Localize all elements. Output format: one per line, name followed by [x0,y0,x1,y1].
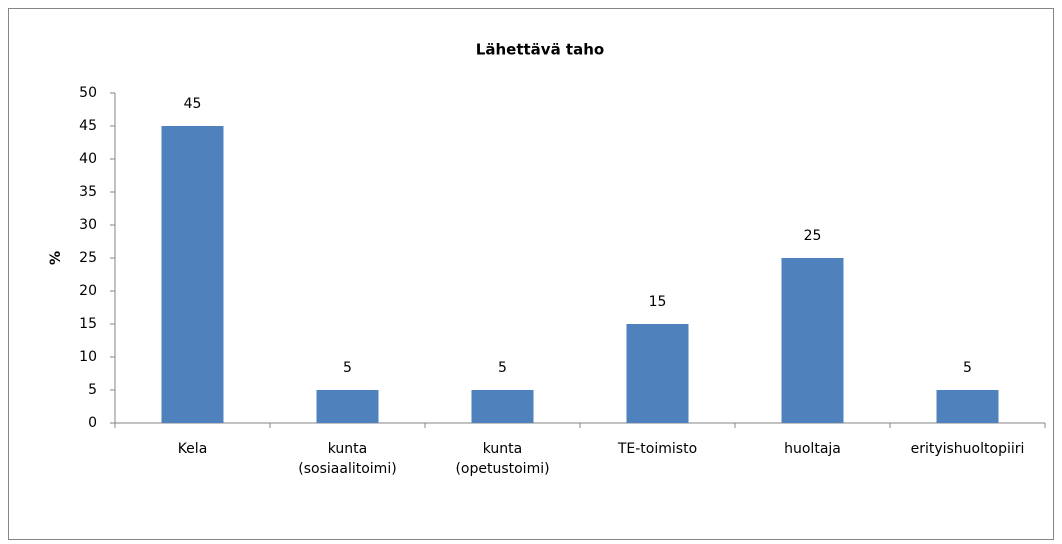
y-tick-label: 35 [79,184,97,200]
y-tick-label: 25 [79,250,97,266]
x-tick-label: Kela [177,441,208,457]
y-tick-label: 20 [79,283,97,299]
data-label: 15 [649,294,667,310]
x-tick-label: kunta (sosiaalitoimi) [298,441,397,477]
x-tick-label: erityishuoltopiiri [910,441,1025,457]
y-tick-label: 0 [88,415,97,431]
x-tick-label: TE-toimisto [617,441,698,457]
y-tick-label: 50 [79,85,97,101]
y-tick-label: 15 [79,316,97,332]
y-tick-label: 45 [79,118,97,134]
bar [161,126,224,423]
chart-title: Lähettävä taho [476,41,604,59]
y-tick-label: 30 [79,217,97,233]
y-tick-label: 5 [88,382,97,398]
y-tick-label: 10 [79,349,97,365]
data-label: 5 [343,360,352,376]
y-axis-label: % [48,251,64,265]
bar [781,258,844,423]
data-label: 25 [804,228,822,244]
bar [316,390,379,423]
data-label: 5 [498,360,507,376]
bar [936,390,999,423]
bar [626,324,689,423]
bar [471,390,534,423]
y-tick-label: 40 [79,151,97,167]
data-label: 5 [963,360,972,376]
x-tick-label: kunta (opetustoimi) [455,441,550,477]
data-label: 45 [184,96,202,112]
x-tick-label: huoltaja [784,441,841,457]
